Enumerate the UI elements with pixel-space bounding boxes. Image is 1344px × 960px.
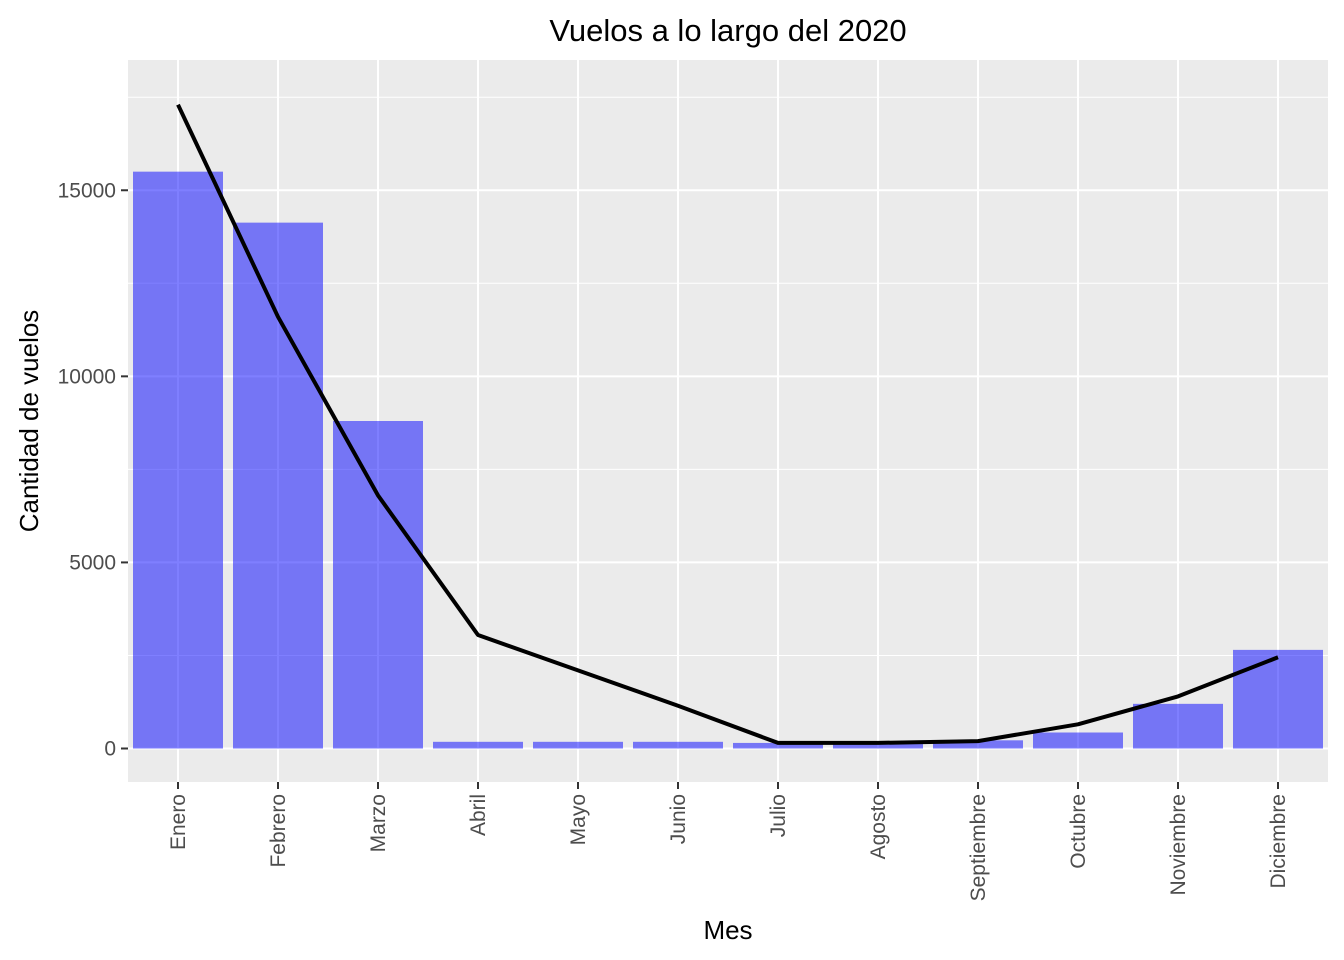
x-tick-label-julio: Julio: [767, 794, 790, 837]
x-tick-label-octubre: Octubre: [1067, 794, 1090, 869]
bar-mayo: [533, 741, 623, 749]
x-tick-label-enero: Enero: [167, 794, 190, 850]
bar-junio: [633, 741, 723, 749]
bar-julio: [733, 742, 823, 749]
bar-enero: [133, 171, 223, 749]
x-tick-label-noviembre: Noviembre: [1167, 794, 1190, 896]
x-tick-label-abril: Abril: [467, 794, 490, 836]
y-axis: 0 5000 10000 15000: [58, 179, 128, 761]
bar-noviembre: [1133, 703, 1223, 749]
bar-septiembre: [933, 740, 1023, 749]
y-tick-label: 10000: [58, 365, 116, 388]
x-tick-label-agosto: Agosto: [867, 794, 890, 859]
bar-febrero: [233, 222, 323, 749]
grid-minor: [128, 96, 1328, 656]
plot-panel: [128, 60, 1328, 782]
x-tick-label-diciembre: Diciembre: [1267, 794, 1290, 889]
x-tick-label-junio: Junio: [667, 794, 690, 844]
x-axis: Enero Febrero Marzo Abril Mayo Junio Julio Agos…: [167, 782, 1290, 901]
bar-agosto: [833, 744, 923, 749]
x-tick-label-marzo: Marzo: [367, 794, 390, 852]
x-axis-title: Mes: [703, 915, 752, 945]
y-tick-label: 15000: [58, 179, 116, 202]
trend-line: [176, 103, 1279, 745]
bars: [133, 171, 1323, 749]
bar-octubre: [1033, 732, 1123, 749]
y-axis-title: Cantidad de vuelos: [14, 310, 44, 533]
x-tick-label-septiembre: Septiembre: [967, 794, 990, 901]
x-tick-label-febrero: Febrero: [267, 794, 290, 868]
bar-marzo: [333, 421, 423, 749]
bar-diciembre: [1233, 649, 1323, 749]
bar-abril: [433, 741, 523, 749]
y-tick-label: 5000: [69, 551, 116, 574]
x-tick-label-mayo: Mayo: [567, 794, 590, 845]
chart-title: Vuelos a lo largo del 2020: [549, 13, 906, 48]
y-tick-label: 0: [104, 738, 116, 761]
